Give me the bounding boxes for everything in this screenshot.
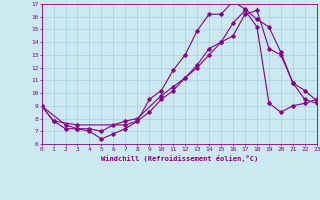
X-axis label: Windchill (Refroidissement éolien,°C): Windchill (Refroidissement éolien,°C) [100, 155, 258, 162]
